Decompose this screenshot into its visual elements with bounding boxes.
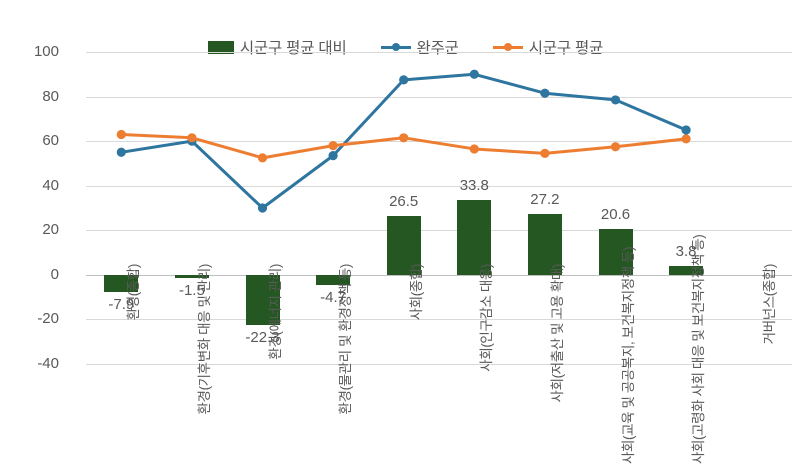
y-axis-tick-label: 0 bbox=[50, 265, 59, 283]
x-axis-category-label: 환경(종합) bbox=[126, 264, 142, 321]
line-marker-icon[interactable] bbox=[116, 147, 126, 157]
line-marker-icon[interactable] bbox=[328, 141, 338, 151]
bar[interactable] bbox=[316, 274, 351, 286]
bar[interactable] bbox=[245, 274, 280, 325]
x-axis-labels: 환경(종합) 환경(기후변화 대응 및 관리) 환경(에너지 관리) 환경(물관리 및… bbox=[86, 234, 792, 471]
line-marker-icon[interactable] bbox=[116, 129, 126, 140]
gridline bbox=[86, 141, 792, 143]
bar[interactable] bbox=[527, 214, 562, 275]
bar-data-label: -4.7 bbox=[320, 289, 347, 307]
x-axis-category-label: 거버넌스(종합) bbox=[761, 264, 777, 345]
y-axis-tick-label: 20 bbox=[42, 221, 59, 239]
gridline bbox=[86, 364, 792, 365]
bar[interactable] bbox=[598, 228, 633, 275]
bar[interactable] bbox=[457, 199, 492, 275]
bar[interactable] bbox=[104, 274, 139, 293]
line-marker-icon[interactable] bbox=[328, 151, 338, 161]
line-marker-icon[interactable] bbox=[399, 133, 409, 143]
y-axis-tick-label: 40 bbox=[42, 176, 59, 194]
line-marker-icon[interactable] bbox=[187, 133, 197, 143]
line-marker-icon[interactable] bbox=[681, 134, 691, 144]
line-marker-icon[interactable] bbox=[257, 153, 268, 163]
line-marker-icon[interactable] bbox=[681, 125, 691, 135]
gridline bbox=[86, 230, 792, 232]
x-axis-category-label: 사회(고령화 사회 대응 및 보건복지정책 등) bbox=[691, 234, 707, 464]
x-axis-category-label: 환경(물관리 및 환경정책 등) bbox=[338, 264, 354, 415]
line-marker-icon[interactable] bbox=[257, 203, 268, 213]
line-marker-icon[interactable] bbox=[540, 88, 550, 98]
line-marker-icon[interactable] bbox=[610, 95, 621, 105]
line-series-layer bbox=[116, 69, 691, 213]
bar-data-label: 20.6 bbox=[600, 205, 631, 223]
bar[interactable] bbox=[386, 215, 421, 275]
bar[interactable] bbox=[669, 266, 704, 275]
x-axis-category-label: 사회(인구감소 대응) bbox=[479, 264, 495, 372]
bar-data-label: -7.9 bbox=[108, 296, 135, 314]
bar-data-label: 33.8 bbox=[459, 176, 489, 194]
gridline bbox=[86, 52, 792, 53]
plot-area: -40 -20 0 20 40 60 80 100 -7.9 -1.5 -22.3 -4.7 26.5 3… bbox=[34, 43, 792, 372]
x-axis-category-label: 사회(교육 및 공공복지, 보건복지정책 등) bbox=[620, 246, 636, 464]
bar-data-label: -22.3 bbox=[245, 328, 280, 346]
zero-axis-line bbox=[86, 274, 792, 276]
y-axis-tick-label: -40 bbox=[37, 355, 59, 372]
x-axis-category-label: 환경(에너지 관리) bbox=[267, 264, 283, 360]
line-marker-icon[interactable] bbox=[469, 144, 479, 154]
x-axis-category-label: 환경(기후변화 대응 및 관리) bbox=[196, 264, 212, 415]
bar-data-label: 27.2 bbox=[530, 191, 560, 209]
line-marker-icon[interactable] bbox=[610, 142, 621, 152]
x-axis-category-label: 사회(저출산 및 고용 확대) bbox=[549, 264, 565, 403]
line-marker-icon[interactable] bbox=[399, 75, 409, 85]
line-marker-icon[interactable] bbox=[469, 69, 479, 79]
y-axis-tick-label: 80 bbox=[42, 87, 59, 105]
gridline bbox=[86, 319, 792, 321]
bar-data-label: 3.8 bbox=[675, 243, 697, 261]
bar[interactable] bbox=[174, 274, 209, 279]
y-axis-tick-label: 60 bbox=[42, 132, 59, 150]
bar-data-label: 26.5 bbox=[389, 192, 419, 210]
y-axis-tick-label: -20 bbox=[37, 310, 59, 328]
line-marker-icon[interactable] bbox=[540, 148, 550, 158]
y-axis-tick-label: 100 bbox=[33, 43, 59, 60]
x-axis-category-label: 사회(종합) bbox=[408, 264, 424, 321]
bar-data-label: -1.5 bbox=[178, 282, 205, 300]
gridline bbox=[86, 96, 792, 98]
gridline bbox=[86, 185, 792, 187]
